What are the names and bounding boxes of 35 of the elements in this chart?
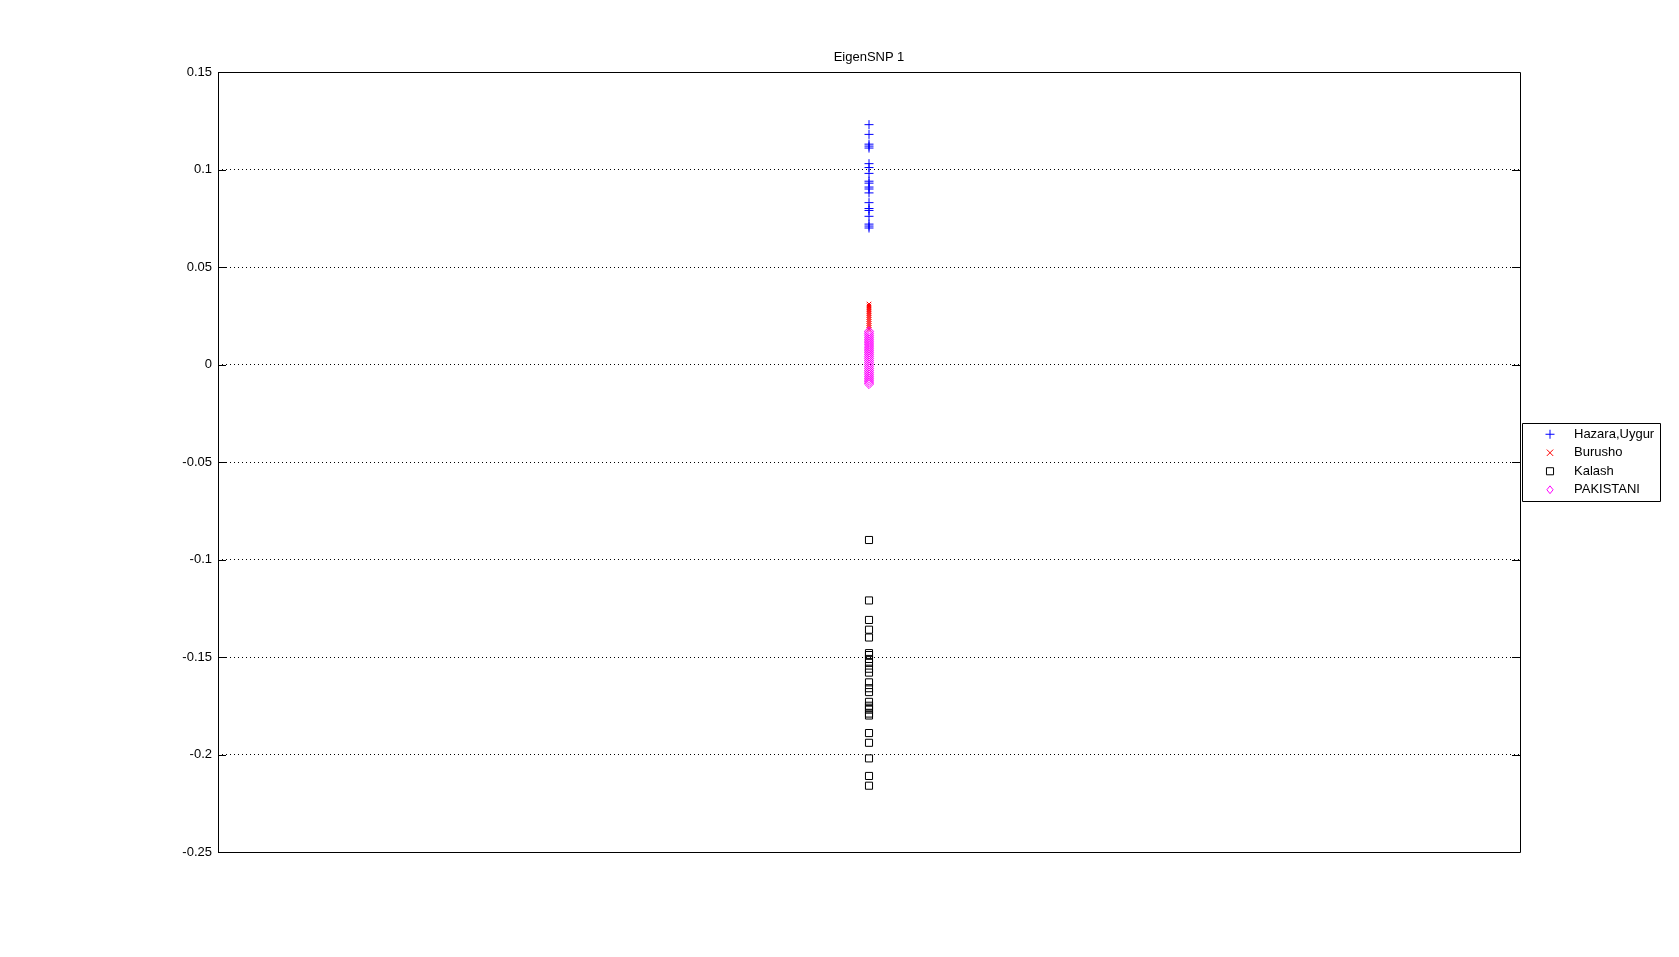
y-tick-label: 0.15 — [186, 63, 212, 79]
point — [864, 684, 874, 693]
point — [864, 664, 874, 673]
point — [864, 535, 874, 545]
point — [864, 654, 874, 663]
point — [864, 596, 874, 605]
point — [864, 678, 874, 687]
point — [864, 771, 874, 780]
point — [864, 211, 874, 222]
point — [864, 625, 874, 634]
point — [864, 688, 874, 697]
y-tick-label: 0.05 — [186, 258, 212, 274]
point — [864, 615, 874, 624]
y-tick-label: -0.2 — [189, 746, 212, 762]
y-tick-label: -0.15 — [182, 648, 212, 664]
point — [864, 129, 874, 140]
y-tick-label: -0.25 — [182, 843, 212, 859]
point — [864, 658, 874, 667]
y-tick-label: 0 — [204, 356, 212, 372]
point — [864, 729, 874, 738]
legend-label: Kalash — [1574, 462, 1614, 478]
point — [864, 668, 874, 677]
point — [864, 119, 874, 130]
y-tick-label: 0.1 — [193, 161, 212, 177]
chart-title: EigenSNP 1 — [833, 48, 905, 64]
point — [864, 633, 874, 642]
point — [864, 738, 874, 747]
y-tick-label: -0.05 — [182, 453, 212, 469]
legend-label: Burusho — [1574, 444, 1623, 460]
y-tick-label: -0.1 — [189, 551, 212, 567]
point — [864, 168, 874, 179]
point — [864, 754, 874, 763]
point — [864, 781, 874, 790]
legend-label: Hazara,Uygur — [1574, 425, 1655, 441]
legend-label: PAKISTANI — [1574, 481, 1640, 497]
